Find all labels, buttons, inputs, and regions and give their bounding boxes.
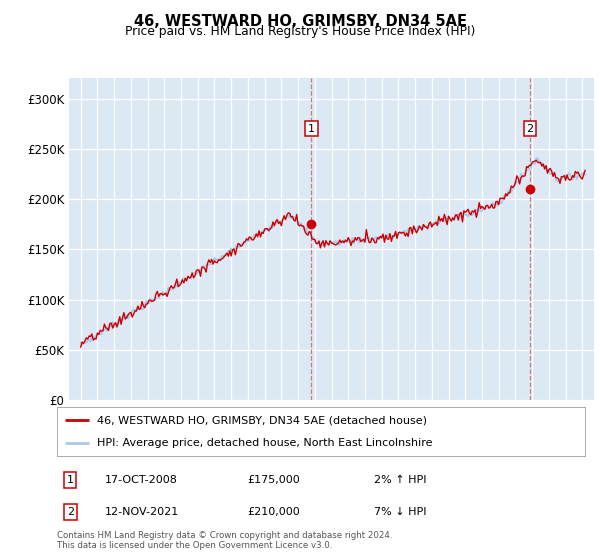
Text: Price paid vs. HM Land Registry's House Price Index (HPI): Price paid vs. HM Land Registry's House … [125, 25, 475, 38]
Text: 2: 2 [526, 124, 533, 134]
Text: 46, WESTWARD HO, GRIMSBY, DN34 5AE: 46, WESTWARD HO, GRIMSBY, DN34 5AE [133, 14, 467, 29]
Text: 1: 1 [308, 124, 315, 134]
Text: 12-NOV-2021: 12-NOV-2021 [104, 507, 179, 517]
Text: 17-OCT-2008: 17-OCT-2008 [104, 475, 178, 485]
Text: 7% ↓ HPI: 7% ↓ HPI [374, 507, 426, 517]
Text: £210,000: £210,000 [247, 507, 300, 517]
Text: 2: 2 [67, 507, 74, 517]
Text: HPI: Average price, detached house, North East Lincolnshire: HPI: Average price, detached house, Nort… [97, 438, 432, 448]
Text: £175,000: £175,000 [247, 475, 300, 485]
Text: 46, WESTWARD HO, GRIMSBY, DN34 5AE (detached house): 46, WESTWARD HO, GRIMSBY, DN34 5AE (deta… [97, 416, 427, 426]
Text: 2% ↑ HPI: 2% ↑ HPI [374, 475, 426, 485]
Text: 1: 1 [67, 475, 74, 485]
Text: Contains HM Land Registry data © Crown copyright and database right 2024.
This d: Contains HM Land Registry data © Crown c… [57, 531, 392, 550]
